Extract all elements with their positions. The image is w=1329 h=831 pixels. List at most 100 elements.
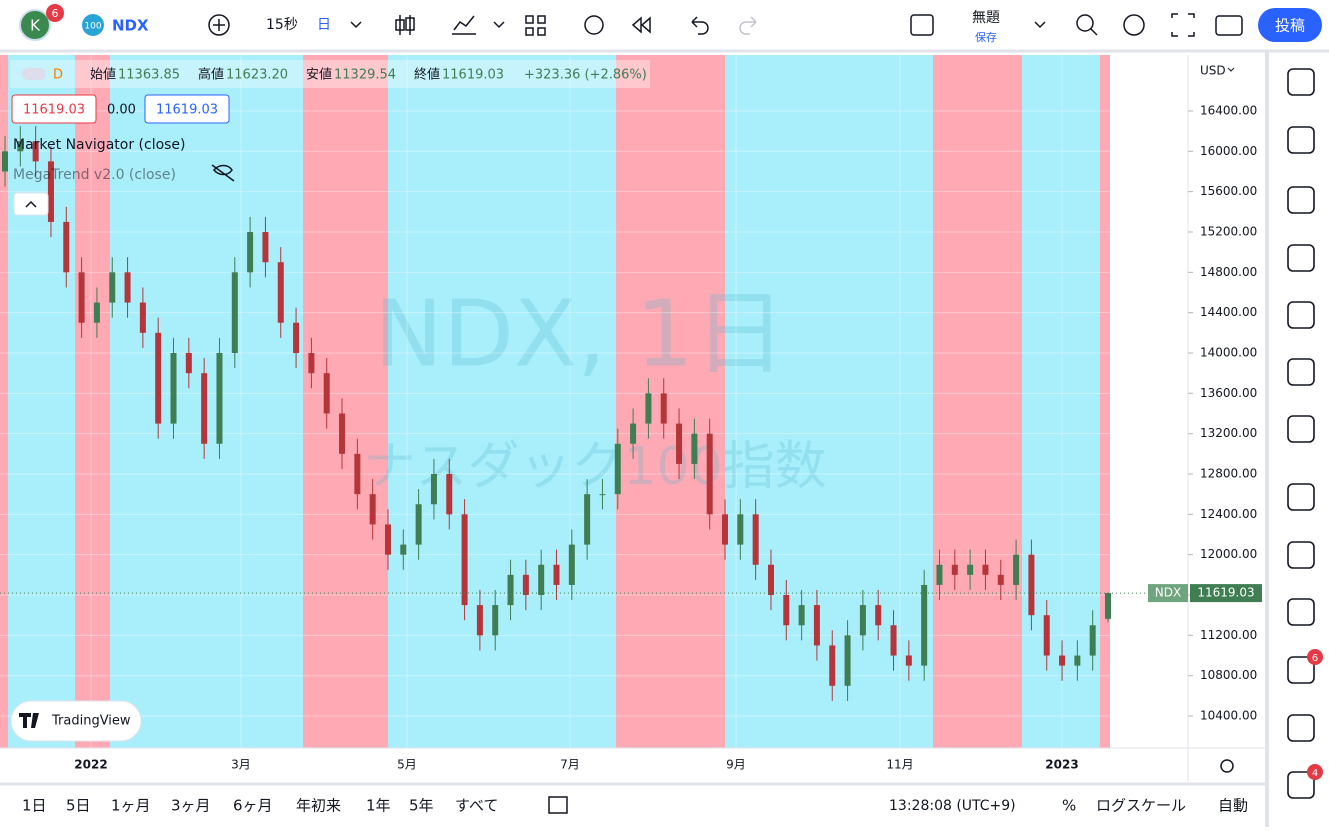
settings-icon[interactable] (1123, 14, 1145, 36)
badge-text: 6 (1312, 653, 1318, 664)
candle-body (78, 272, 85, 323)
candle-body (1089, 625, 1096, 656)
watermark-sub: ナスダック100指数 (363, 437, 826, 497)
layout-name[interactable]: 無題 (972, 10, 1000, 26)
candle-body (1074, 655, 1081, 666)
sidebar-icon[interactable] (1287, 656, 1315, 684)
indicator-name[interactable]: Market Navigator (close) (13, 137, 186, 153)
snapshot-icon[interactable] (1215, 15, 1243, 36)
chevron[interactable] (493, 21, 505, 29)
range-button[interactable]: 1ヶ月 (111, 797, 151, 815)
y-tick-label: 14400.00 (1200, 305, 1257, 319)
candle-body (32, 141, 39, 162)
y-tick-label: 10800.00 (1200, 668, 1257, 682)
alert-icon[interactable] (584, 15, 604, 35)
y-tick-label: 12000.00 (1200, 547, 1257, 561)
range-button[interactable]: すべて (455, 797, 498, 815)
band (388, 55, 616, 748)
candle-body (155, 332, 162, 424)
value-box (144, 94, 230, 124)
chevron[interactable] (350, 21, 362, 29)
band (725, 55, 933, 748)
sidebar-icon[interactable] (1287, 186, 1315, 214)
chevron[interactable] (1034, 21, 1046, 29)
avatar[interactable] (19, 9, 51, 41)
indicator-icon[interactable] (452, 15, 476, 35)
candle-body (461, 514, 468, 606)
y-tick-label: 14800.00 (1200, 265, 1257, 279)
candle-body (1028, 554, 1035, 616)
sidebar-icon[interactable] (1287, 244, 1315, 272)
sidebar-icon[interactable] (1287, 771, 1315, 799)
y-tick-label: 16000.00 (1200, 144, 1257, 158)
y-tick-label: 13200.00 (1200, 426, 1257, 440)
sidebar-icon[interactable] (1287, 126, 1315, 154)
candle-body (1105, 593, 1111, 619)
axis-settings-icon[interactable] (1220, 759, 1234, 773)
publish-button[interactable] (1258, 8, 1322, 42)
save-status: 保存 (975, 30, 997, 44)
percent-toggle[interactable]: % (1062, 797, 1076, 815)
range-button[interactable]: 5日 (66, 797, 91, 815)
sidebar-icon[interactable] (1287, 358, 1315, 386)
band (933, 55, 1022, 748)
interval[interactable]: 15秒 (266, 17, 298, 33)
legend-label: 安値 (306, 67, 332, 83)
timeframe[interactable]: 日 (317, 17, 331, 33)
candle-body (201, 373, 208, 444)
range-button[interactable]: 5年 (409, 797, 434, 815)
symbol[interactable]: NDX (112, 17, 149, 35)
candle-body (829, 645, 836, 686)
logo-mark (19, 713, 39, 728)
sidebar-icon[interactable] (1287, 415, 1315, 443)
candle-body (614, 443, 621, 495)
candle-body (216, 352, 223, 444)
badge-text: 6 (52, 7, 59, 20)
chart-type-icon[interactable] (395, 15, 415, 35)
sidebar-icon[interactable] (1287, 598, 1315, 626)
add-icon[interactable] (208, 14, 230, 36)
auto-toggle[interactable]: 自動 (1218, 797, 1248, 815)
undo-icon[interactable] (691, 16, 709, 35)
toolbar (0, 0, 1329, 50)
range-button[interactable]: 1日 (22, 797, 47, 815)
legend-toggle[interactable] (22, 68, 46, 80)
legend-label: 始値 (90, 67, 116, 83)
currency[interactable]: USD (1200, 64, 1226, 78)
y-tick-label: 15600.00 (1200, 184, 1257, 198)
legend-value: 11619.03 (442, 68, 504, 83)
x-tick-label: 3月 (231, 758, 251, 772)
candle-body (277, 262, 284, 323)
sidebar-icon[interactable] (1287, 714, 1315, 742)
layout-icon[interactable] (525, 15, 546, 36)
sidebar-icon[interactable] (1287, 68, 1315, 96)
redo-icon[interactable] (739, 16, 757, 35)
sidebar-icon[interactable] (1287, 301, 1315, 329)
badge (1307, 764, 1323, 780)
replay-icon[interactable] (631, 16, 651, 34)
symbol-icon-text: 100 (84, 22, 101, 32)
indicator-name[interactable]: MegaTrend v2.0 (close) (13, 167, 176, 183)
range-button[interactable]: 年初来 (296, 797, 341, 815)
candle-body (47, 161, 54, 222)
range-button[interactable]: 3ヶ月 (171, 797, 211, 815)
sidebar-icon[interactable] (1287, 483, 1315, 511)
value-box-text: 11619.03 (23, 103, 85, 118)
hide-icon[interactable] (211, 164, 235, 182)
candle-body (997, 574, 1004, 585)
range-button[interactable]: 1年 (366, 797, 391, 815)
collapse-button[interactable] (13, 192, 49, 216)
candle-body (170, 352, 177, 424)
expand-icon[interactable] (1171, 13, 1195, 37)
range-button[interactable]: 6ヶ月 (233, 797, 273, 815)
candle-body (247, 231, 254, 273)
search-icon[interactable] (1076, 14, 1094, 32)
logo-badge[interactable] (10, 700, 142, 742)
candle-body (430, 474, 437, 505)
sidebar-icon[interactable] (1287, 541, 1315, 569)
date-range-icon[interactable] (548, 796, 568, 814)
log-toggle[interactable]: ログスケール (1096, 797, 1186, 815)
fullscreen-icon[interactable] (910, 14, 934, 36)
